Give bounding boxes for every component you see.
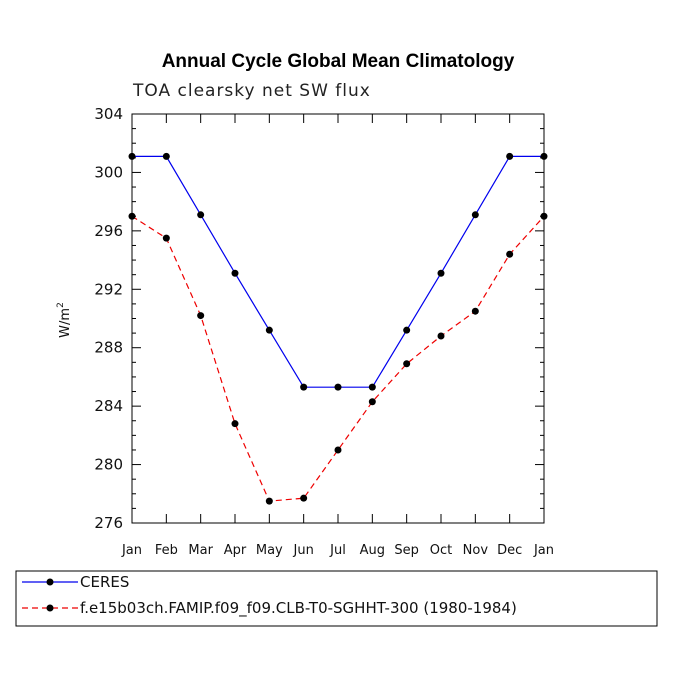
chart-title: Annual Cycle Global Mean Climatology xyxy=(162,51,515,72)
series-1-point xyxy=(540,152,548,160)
series-2-point xyxy=(197,312,205,320)
series-1-point xyxy=(368,383,376,391)
series-2-point xyxy=(128,212,136,220)
y-tick-label: 300 xyxy=(94,163,123,181)
series-1-point xyxy=(231,269,239,277)
x-tick-label: Nov xyxy=(463,543,489,558)
series-1-point xyxy=(437,269,445,277)
y-tick-label: 288 xyxy=(94,339,123,357)
series-1-point xyxy=(334,383,342,391)
series-2-point xyxy=(540,212,548,220)
y-tick-label: 276 xyxy=(94,514,123,532)
x-tick-label: Oct xyxy=(430,543,452,558)
series-line-2 xyxy=(131,215,545,502)
x-tick-label: Jun xyxy=(293,543,314,558)
series-2-point xyxy=(471,307,479,315)
y-tick-label: 296 xyxy=(94,222,123,240)
x-tick-label: Jan xyxy=(121,543,142,558)
x-tick-label: Jul xyxy=(329,543,346,558)
x-tick-label: Mar xyxy=(188,543,213,558)
series-2-point xyxy=(231,420,239,428)
x-tick-label: Sep xyxy=(394,543,419,558)
series-2-point xyxy=(300,494,308,502)
series-layer xyxy=(128,152,548,505)
series-1-point xyxy=(162,152,170,160)
series-2-point xyxy=(265,497,273,505)
legend: CERES f.e15b03ch.FAMIP.f09_f09.CLB-T0-SGH… xyxy=(22,573,517,618)
series-2-point xyxy=(403,360,411,368)
series-1-point xyxy=(506,152,514,160)
series-1-point xyxy=(265,326,273,334)
series-2-point xyxy=(162,234,170,242)
x-tick-label: Aug xyxy=(360,543,385,558)
y-tick-labels: 276 280 284 288 292 296 300 304 xyxy=(94,105,123,532)
x-tick-label: Feb xyxy=(155,543,178,558)
legend-marker-2 xyxy=(46,604,54,612)
series-1-point xyxy=(471,211,479,219)
series-1-point xyxy=(403,326,411,334)
series-2-point xyxy=(334,446,342,454)
legend-marker-1 xyxy=(46,578,54,586)
plot-frame xyxy=(131,113,545,524)
series-1-point xyxy=(128,152,136,160)
y-tick-label: 292 xyxy=(94,280,123,298)
y-tick-label: 280 xyxy=(94,456,123,474)
x-tick-label: Apr xyxy=(224,543,247,558)
chart-subtitle: TOA clearsky net SW flux xyxy=(132,81,371,101)
axis-ticks xyxy=(131,113,545,524)
x-tick-label: May xyxy=(256,543,283,558)
x-tick-label: Jan xyxy=(533,543,554,558)
series-line-1 xyxy=(132,155,544,388)
series-1-point xyxy=(300,383,308,391)
series-2-point xyxy=(506,250,514,258)
series-1-point xyxy=(197,211,205,219)
legend-label-2: f.e15b03ch.FAMIP.f09_f09.CLB-T0-SGHHT-30… xyxy=(80,599,517,618)
series-2-point xyxy=(437,332,445,340)
x-tick-labels: Jan Feb Mar Apr May Jun Jul Aug Sep Oct Nov Dec Jan xyxy=(121,543,554,558)
y-tick-label: 284 xyxy=(94,397,123,415)
series-2-point xyxy=(368,398,376,406)
legend-box xyxy=(15,570,658,627)
x-tick-label: Dec xyxy=(497,543,522,558)
y-tick-label: 304 xyxy=(94,105,123,123)
y-axis-label: W/m2 xyxy=(56,302,73,338)
legend-label-1: CERES xyxy=(80,573,129,591)
